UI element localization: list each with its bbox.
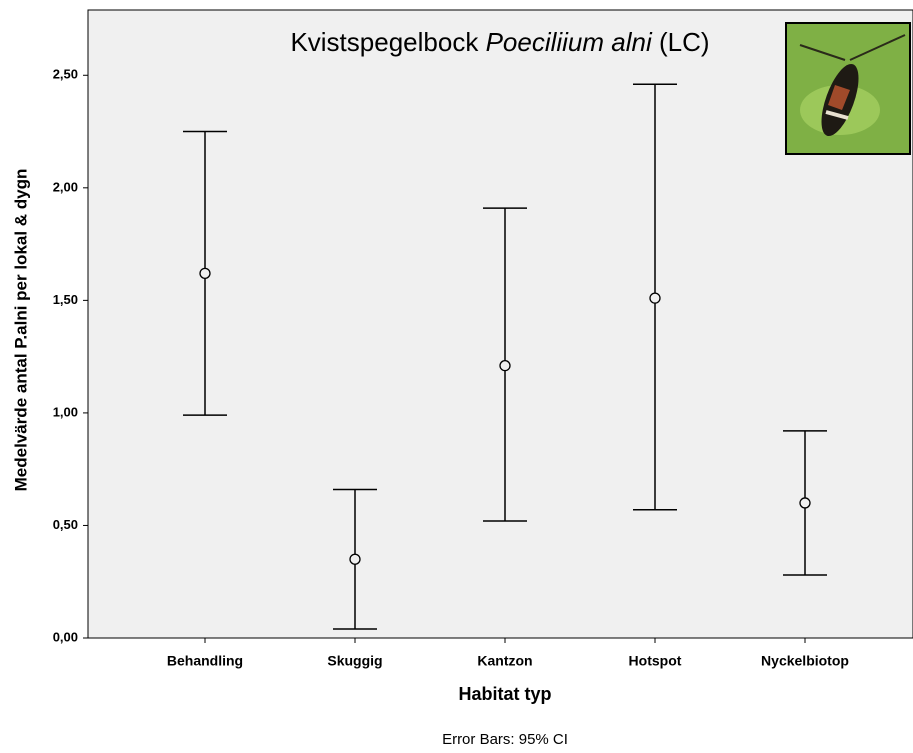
x-axis-label: Habitat typ (458, 684, 551, 704)
title-text: Kvistspegelbock (290, 27, 479, 57)
footnote: Error Bars: 95% CI (442, 731, 568, 748)
y-tick-label: 2,50 (53, 67, 78, 82)
title-status: (LC) (659, 27, 710, 57)
y-tick-label: 1,00 (53, 404, 78, 419)
mean-point (500, 361, 510, 371)
mean-point (800, 498, 810, 508)
mean-point (200, 268, 210, 278)
x-tick-label: Hotspot (629, 653, 682, 669)
y-axis-label: Medelvärde antal P.alni per lokal & dygn (11, 169, 30, 492)
x-tick-label: Skuggig (327, 653, 382, 669)
y-tick-label: 0,50 (53, 517, 78, 532)
y-tick-label: 1,50 (53, 292, 78, 307)
beetle-photo (786, 23, 910, 154)
mean-point (650, 293, 660, 303)
mean-point (350, 554, 360, 564)
x-tick-label: Behandling (167, 653, 243, 669)
x-tick-label: Kantzon (477, 653, 532, 669)
chart: Kvistspegelbock Poeciliium alni (LC) Med… (0, 0, 913, 753)
title-species: Poeciliium alni (486, 27, 653, 57)
x-tick-label: Nyckelbiotop (761, 653, 849, 669)
y-tick-label: 2,00 (53, 179, 78, 194)
y-tick-label: 0,00 (53, 629, 78, 644)
page: {"chart_data": {"type": "errorbar", "tit… (0, 0, 913, 753)
chart-title: Kvistspegelbock Poeciliium alni (LC) (290, 27, 709, 57)
